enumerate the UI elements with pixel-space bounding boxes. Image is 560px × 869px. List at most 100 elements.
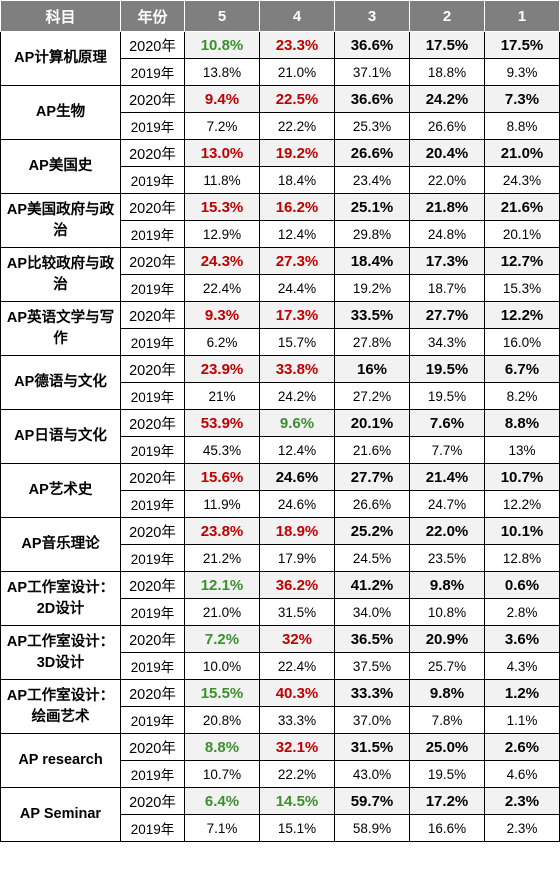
score-3-cell: 19.2%	[334, 274, 410, 302]
year-cell: 2019年	[120, 652, 185, 680]
table-row: AP工作室设计：绘画艺术 2020年 15.5% 40.3% 33.3% 9.8% 1.2%	[0, 679, 560, 734]
year-cell: 2020年	[120, 85, 185, 113]
score-1-cell: 20.1%	[484, 220, 560, 248]
score-4-cell: 22.2%	[259, 760, 335, 788]
score-2-cell: 24.8%	[409, 220, 485, 248]
score-4-cell: 14.5%	[259, 787, 335, 815]
header-score-4: 4	[259, 0, 335, 32]
score-2-cell: 7.6%	[409, 409, 485, 437]
table-row: AP计算机原理 2020年 10.8% 23.3% 36.6% 17.5% 17.5%	[0, 31, 560, 86]
score-3-cell: 33.3%	[334, 679, 410, 707]
score-2-cell: 17.3%	[409, 247, 485, 275]
score-5-cell: 15.6%	[184, 463, 260, 491]
table-row: AP美国史 2020年 13.0% 19.2% 26.6% 20.4% 21.0%	[0, 139, 560, 194]
subject-name-cell: AP德语与文化	[0, 355, 121, 410]
score-1-cell: 3.6%	[484, 625, 560, 653]
score-4-cell: 18.4%	[259, 166, 335, 194]
score-3-cell: 27.2%	[334, 382, 410, 410]
ap-score-distribution-table: 科目 年份 5 4 3 2 1 AP计算机原理 2020年 10.8% 23.3% 36…	[0, 0, 560, 842]
table-body: AP计算机原理 2020年 10.8% 23.3% 36.6% 17.5% 17.5% 201…	[0, 31, 560, 842]
score-5-cell: 13.0%	[184, 139, 260, 167]
score-2-cell: 7.8%	[409, 706, 485, 734]
score-3-cell: 25.3%	[334, 112, 410, 140]
year-cell: 2019年	[120, 58, 185, 86]
score-2-cell: 25.7%	[409, 652, 485, 680]
score-2-cell: 26.6%	[409, 112, 485, 140]
score-4-cell: 36.2%	[259, 571, 335, 599]
subject-name-cell: AP工作室设计：3D设计	[0, 625, 121, 680]
score-4-cell: 24.4%	[259, 274, 335, 302]
score-5-cell: 23.9%	[184, 355, 260, 383]
score-2-cell: 18.8%	[409, 58, 485, 86]
score-3-cell: 33.5%	[334, 301, 410, 329]
table-row: 2019年 11.9% 24.6% 26.6% 24.7% 12.2%	[1, 490, 560, 518]
score-4-cell: 21.0%	[259, 58, 335, 86]
score-5-cell: 53.9%	[184, 409, 260, 437]
year-cell: 2020年	[120, 463, 185, 491]
score-3-cell: 37.0%	[334, 706, 410, 734]
score-3-cell: 27.8%	[334, 328, 410, 356]
score-4-cell: 9.6%	[259, 409, 335, 437]
score-4-cell: 16.2%	[259, 193, 335, 221]
year-cell: 2020年	[120, 139, 185, 167]
score-3-cell: 34.0%	[334, 598, 410, 626]
year-cell: 2020年	[120, 679, 185, 707]
score-3-cell: 36.6%	[334, 85, 410, 113]
score-3-cell: 58.9%	[334, 814, 410, 842]
score-5-cell: 9.4%	[184, 85, 260, 113]
score-1-cell: 2.3%	[484, 787, 560, 815]
score-4-cell: 12.4%	[259, 220, 335, 248]
subject-name-cell: AP日语与文化	[0, 409, 121, 464]
score-1-cell: 12.7%	[484, 247, 560, 275]
score-4-cell: 32.1%	[259, 733, 335, 761]
table-row: AP日语与文化 2020年 53.9% 9.6% 20.1% 7.6% 8.8%	[0, 409, 560, 464]
score-1-cell: 10.7%	[484, 463, 560, 491]
score-5-cell: 21%	[184, 382, 260, 410]
table-row: AP音乐理论 2020年 23.8% 18.9% 25.2% 22.0% 10.1%	[0, 517, 560, 572]
year-cell: 2019年	[120, 706, 185, 734]
year-cell: 2019年	[120, 814, 185, 842]
score-2-cell: 16.6%	[409, 814, 485, 842]
score-3-cell: 41.2%	[334, 571, 410, 599]
score-2-cell: 20.4%	[409, 139, 485, 167]
table-row: AP比较政府与政治 2020年 24.3% 27.3% 18.4% 17.3% 12.7%	[0, 247, 560, 302]
score-2-cell: 10.8%	[409, 598, 485, 626]
table-row: AP生物 2020年 9.4% 22.5% 36.6% 24.2% 7.3%	[0, 85, 560, 140]
table-row: 2019年 13.8% 21.0% 37.1% 18.8% 9.3%	[1, 58, 560, 86]
score-1-cell: 21.0%	[484, 139, 560, 167]
score-3-cell: 36.5%	[334, 625, 410, 653]
table-row: AP research 2020年 8.8% 32.1% 31.5% 25.0% 2.6%	[0, 733, 560, 788]
score-4-cell: 40.3%	[259, 679, 335, 707]
year-cell: 2020年	[120, 193, 185, 221]
table-row: 2019年 21.2% 17.9% 24.5% 23.5% 12.8%	[1, 544, 560, 572]
score-1-cell: 8.8%	[484, 112, 560, 140]
score-5-cell: 45.3%	[184, 436, 260, 464]
score-2-cell: 25.0%	[409, 733, 485, 761]
score-1-cell: 1.1%	[484, 706, 560, 734]
score-1-cell: 8.2%	[484, 382, 560, 410]
header-subject: 科目	[0, 0, 121, 32]
score-3-cell: 21.6%	[334, 436, 410, 464]
score-3-cell: 26.6%	[334, 490, 410, 518]
subject-name-cell: AP生物	[0, 85, 121, 140]
score-2-cell: 19.5%	[409, 382, 485, 410]
year-cell: 2020年	[120, 31, 185, 59]
subject-name-cell: AP英语文学与写作	[0, 301, 121, 356]
score-1-cell: 2.6%	[484, 733, 560, 761]
score-3-cell: 26.6%	[334, 139, 410, 167]
year-cell: 2019年	[120, 436, 185, 464]
score-1-cell: 9.3%	[484, 58, 560, 86]
subject-name-cell: AP工作室设计：2D设计	[0, 571, 121, 626]
subject-name-cell: AP艺术史	[0, 463, 121, 518]
score-4-cell: 17.9%	[259, 544, 335, 572]
score-4-cell: 33.3%	[259, 706, 335, 734]
score-3-cell: 29.8%	[334, 220, 410, 248]
score-1-cell: 0.6%	[484, 571, 560, 599]
score-1-cell: 13%	[484, 436, 560, 464]
year-cell: 2019年	[120, 274, 185, 302]
score-1-cell: 8.8%	[484, 409, 560, 437]
year-cell: 2019年	[120, 328, 185, 356]
score-5-cell: 11.9%	[184, 490, 260, 518]
score-3-cell: 16%	[334, 355, 410, 383]
table-row: AP Seminar 2020年 6.4% 14.5% 59.7% 17.2% 2.3%	[0, 787, 560, 842]
